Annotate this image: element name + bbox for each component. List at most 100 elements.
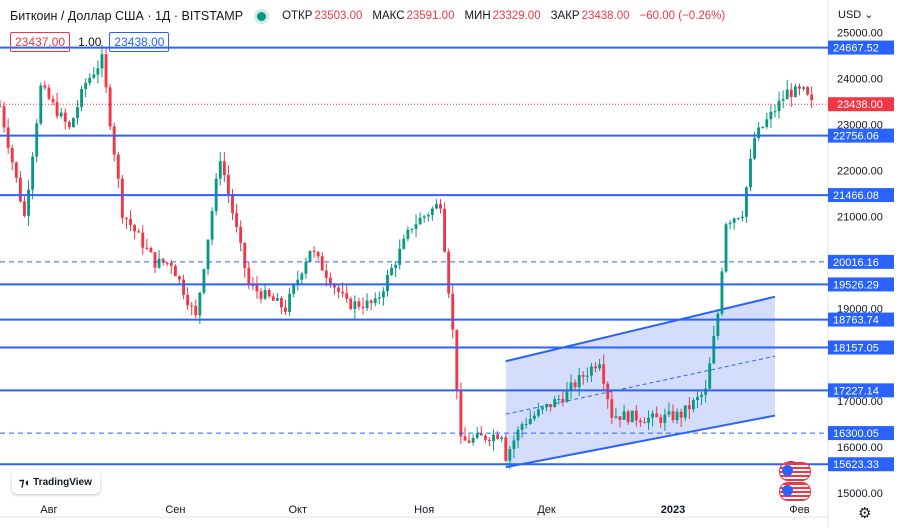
candle-body [100, 54, 104, 69]
candle-body [235, 212, 238, 227]
candle-body [373, 298, 377, 304]
level-label: 24667.52 [833, 43, 879, 55]
candle-body [455, 329, 459, 391]
candle-body [785, 89, 789, 100]
y-tick-label: 19000.00 [837, 304, 883, 316]
candle-body [361, 306, 365, 309]
candle-body [2, 106, 6, 128]
candle-body [173, 265, 177, 277]
tradingview-logo[interactable]: ⁊◖ TradingView [12, 470, 100, 494]
candle-body [255, 285, 259, 292]
candle-body [92, 74, 96, 78]
candle-body [337, 287, 340, 292]
level-label-box [828, 340, 894, 355]
candle-body [622, 411, 626, 420]
candle-body [435, 204, 438, 209]
chevron-down-icon: ⌄ [864, 9, 874, 21]
candle-body [691, 400, 695, 410]
candle-body [532, 415, 536, 419]
candle-body [304, 261, 308, 274]
candle-body [414, 224, 418, 229]
candle-body [186, 294, 190, 306]
candle-body [316, 252, 320, 257]
last-price-label: 23438.00 [837, 99, 883, 111]
candle-body [292, 284, 296, 294]
candle-body [430, 208, 434, 215]
y-tick-label: 25000.00 [837, 27, 883, 39]
candle-body [475, 433, 479, 438]
buy-button[interactable]: 23438.00 [109, 32, 170, 52]
candle-body [333, 285, 336, 288]
currency-selector[interactable]: USD ⌄ [838, 8, 874, 21]
candle-body [190, 305, 194, 307]
candle-body [55, 102, 59, 117]
candle-body [141, 232, 145, 248]
candle-body [488, 439, 491, 442]
us-flag-icon[interactable] [779, 462, 811, 481]
level-label: 18763.74 [833, 315, 879, 327]
candle-body [781, 99, 785, 101]
tradingview-logo-icon: ⁊◖ [19, 476, 30, 489]
candle-body [243, 242, 247, 268]
candle-body [84, 82, 88, 89]
quantity-value[interactable]: 1.00 [78, 35, 102, 49]
us-flag-icon[interactable] [779, 482, 811, 501]
candle-body [443, 208, 447, 252]
candle-body [88, 77, 92, 83]
candle-body [63, 112, 67, 122]
candle-body [178, 276, 181, 280]
candle-body [765, 119, 769, 127]
candle-body [667, 411, 671, 415]
symbol-title[interactable]: Биткоин / Доллар США · 1Д · BITSTAMP [10, 9, 244, 23]
candle-body [496, 434, 500, 439]
candle-body [643, 422, 646, 424]
y-tick-label: 17000.00 [837, 396, 883, 408]
candle-body [720, 271, 724, 314]
candle-body [757, 127, 761, 139]
candle-body [545, 404, 548, 408]
level-label-box [828, 40, 894, 55]
candle-body [740, 216, 744, 219]
candle-body [671, 411, 675, 421]
candle-body [426, 214, 430, 217]
candle-body [284, 307, 287, 312]
candle-body [618, 416, 622, 420]
candle-body [630, 410, 634, 423]
candle-body [169, 262, 173, 266]
candle-body [328, 277, 332, 286]
level-label-box [828, 277, 894, 292]
candle-body [557, 399, 561, 401]
candle-body [275, 298, 279, 301]
candle-body [357, 301, 361, 307]
candle-body [777, 100, 781, 112]
y-tick-label: 22000.00 [837, 165, 883, 177]
candle-body [712, 335, 716, 364]
candle-body [324, 270, 328, 278]
level-label: 22756.06 [833, 131, 879, 143]
sell-button[interactable]: 23437.00 [10, 32, 71, 52]
candle-body [577, 374, 581, 388]
candle-body [27, 189, 30, 216]
candle-body [663, 414, 667, 423]
candle-body [161, 258, 165, 263]
candle-body [606, 383, 610, 400]
candle-body [288, 293, 292, 312]
y-tick-label: 16000.00 [837, 442, 883, 454]
candle-body [418, 217, 422, 225]
candle-body [451, 293, 455, 330]
candle-body [614, 416, 618, 418]
candle-body [696, 396, 699, 401]
candle-body [471, 437, 475, 443]
candle-body [761, 126, 765, 128]
candle-body [353, 301, 357, 310]
low-value: 23329.00 [492, 10, 541, 22]
candle-body [675, 411, 679, 421]
high-label: МАКС [372, 10, 405, 22]
channel-fill [505, 296, 775, 468]
gear-icon[interactable]: ⚙ [858, 505, 872, 522]
candle-body [198, 292, 202, 316]
candle-body [120, 178, 124, 218]
candle-body [512, 440, 516, 450]
candle-body [569, 382, 573, 390]
